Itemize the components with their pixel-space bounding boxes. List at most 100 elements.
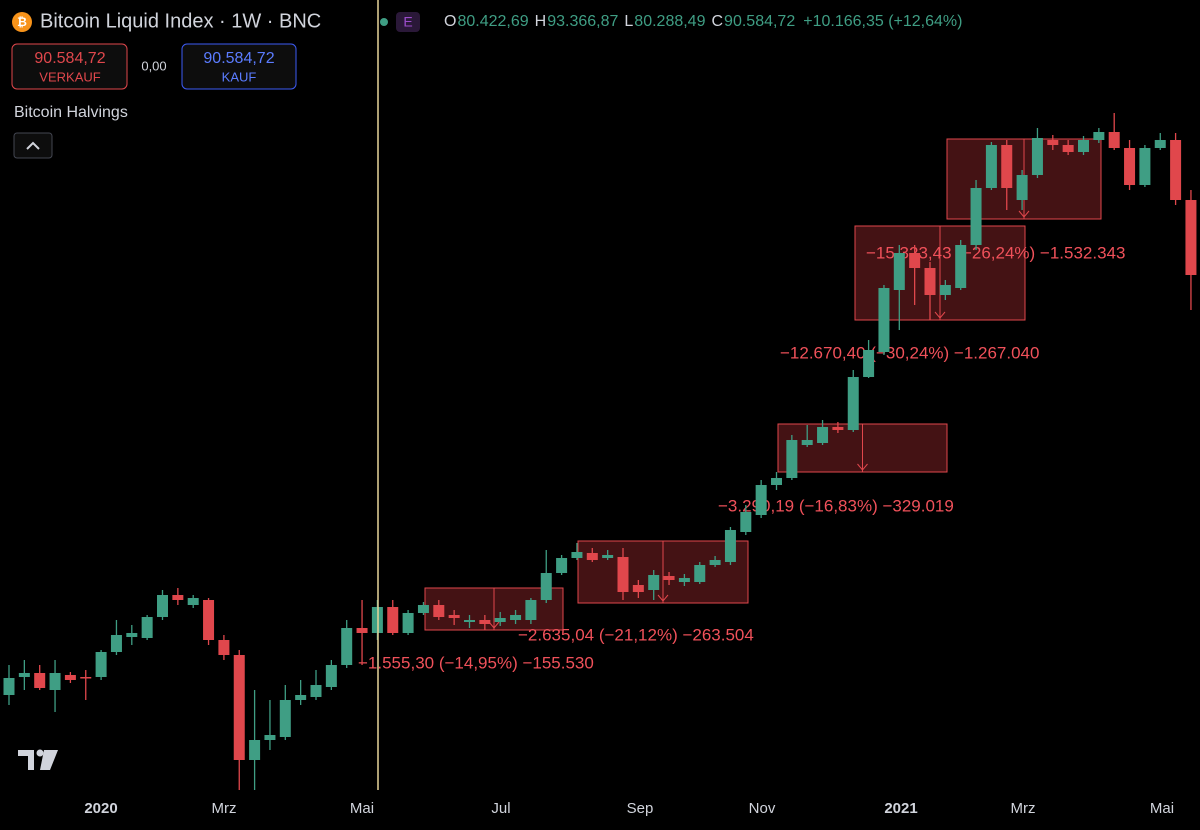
candle-body [724,530,736,562]
measure-label: −2.635,04 (−21,12%) −263.504 [518,625,754,644]
candle-body [847,377,859,430]
buy-label: KAUF [222,69,257,84]
candle-body [279,700,291,737]
measure-label: −15.323,43 (−26,24%) −1.532.343 [866,243,1125,262]
candle-body [586,553,598,560]
candle-body [448,615,460,618]
candle-body [1078,140,1089,152]
candle-body [510,615,522,620]
ohlc-key: H [535,13,547,30]
logo-part [40,750,58,770]
candle-body [110,635,122,652]
candle-body [233,655,245,760]
candle-body [325,665,337,687]
candle-body [1031,138,1043,175]
candle-body [1047,140,1059,145]
candle-body [356,628,368,633]
candle-body [817,427,829,443]
candle-body [878,288,890,352]
indicator-label: Bitcoin Halvings [14,104,128,121]
candle-body [80,677,92,679]
candle-body [985,145,997,188]
measure-arrow [488,621,500,629]
chevron-icon [26,141,40,150]
measure-arrow [934,311,946,319]
candle-body [1154,140,1166,148]
collapse-button[interactable] [13,132,53,159]
candle-body [49,673,61,690]
bitcoin-icon-glyph: ₿ [17,15,27,29]
ohlc-value: 90.584,72 [724,13,795,30]
candle-body [34,673,46,688]
x-axis-label: Jul [491,800,510,817]
candle-body [709,560,721,565]
ohlc-value: 93.366,87 [547,13,618,30]
candle-body [295,695,307,700]
candle-body [571,552,583,558]
measure-arrow [857,463,868,471]
sell-label: VERKAUF [39,69,100,84]
candle-body [187,598,199,605]
candle-body [1139,148,1151,185]
candle-body [1001,145,1013,188]
x-axis-label: Mrz [1011,800,1036,817]
logo-part [18,750,34,770]
buy-button[interactable] [181,43,297,90]
measure-arrow [657,594,669,602]
x-axis-label: Mai [350,800,374,817]
measure-label: −3.290,19 (−16,83%) −329.019 [718,496,954,515]
candle-body [18,673,30,677]
candle-body [1093,132,1105,140]
candle-body [540,573,552,600]
ohlc-key: L [624,13,633,30]
candle-body [786,440,798,478]
candle-body [157,595,168,617]
x-axis-label: Mrz [212,800,237,817]
bitcoin-icon [12,12,32,32]
candle-body [433,605,445,617]
candle-body [663,576,675,580]
candle-body [218,640,230,655]
ohlc: O 80.422,69 H 93.366,87 L 80.288,49 C 90.584,72… [444,13,962,30]
candle-body [387,607,399,633]
candle-body [678,578,690,582]
candle-body [632,585,644,592]
candle-body [1062,145,1074,152]
candle-body [755,485,767,515]
candle-body [617,557,629,592]
candle-body [801,440,813,445]
candle-body [172,595,184,600]
candle-body [479,620,491,624]
candle-body [64,675,76,680]
plot: −1.555,30 (−14,95%) −155.530 −2.635,04 (−… [3,113,1197,790]
sell-price: 90.584,72 [34,50,105,67]
ohlc-key: C [711,13,723,30]
candle-body [95,652,107,677]
candle-body [955,245,967,288]
candle-body [141,617,153,638]
measure-label: −12.670,40 (−30,24%) −1.267.040 [780,343,1039,362]
candle-body [970,188,982,245]
candle-body [3,678,15,695]
ohlc-key: O [444,13,456,30]
candle-body [556,558,568,573]
candle-body [694,565,706,582]
candle-body [1185,200,1197,275]
buy-price: 90.584,72 [203,50,274,67]
candle-body [249,740,261,760]
x-axis-label: 2020 [84,800,117,817]
measure-arrow [1018,210,1030,218]
candle-body [832,427,844,430]
sell-button[interactable] [11,43,128,90]
change: +10.166,35 (+12,64%) [803,13,962,30]
candle-body [417,605,429,613]
candle-body [909,253,921,268]
candle-body [1124,148,1136,185]
ohlc-value: 80.422,69 [457,13,528,30]
candle-body [1170,140,1182,200]
candle-body [771,478,782,485]
candle-body [602,555,614,558]
candle-body [939,285,951,295]
